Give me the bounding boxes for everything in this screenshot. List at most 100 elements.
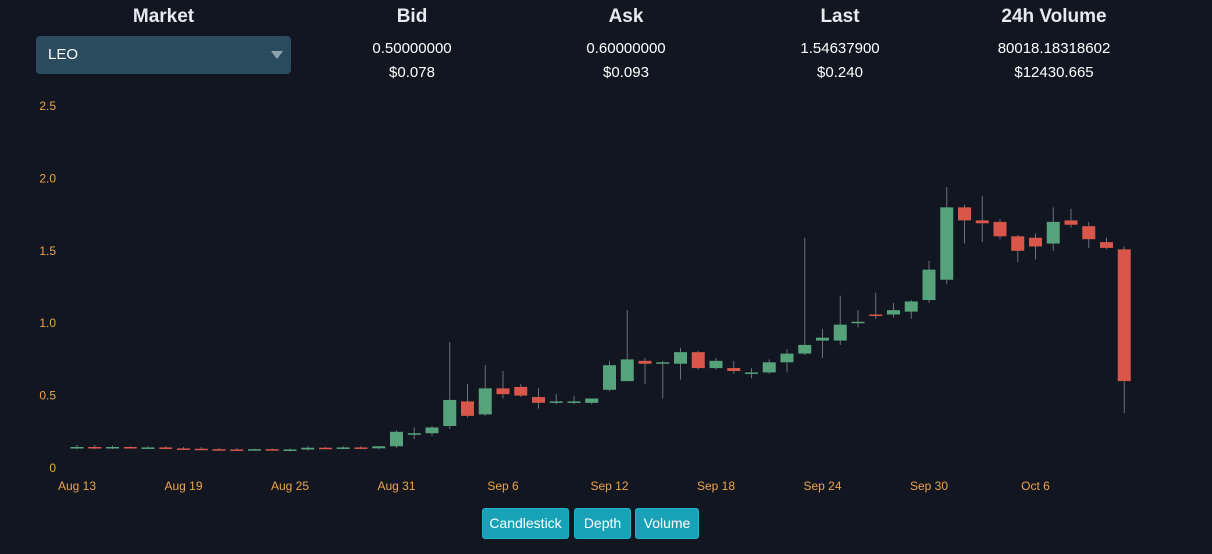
bid-value: 0.50000000 <box>372 40 452 57</box>
y-axis: 0 0.5 1.0 1.5 2.0 2.5 <box>39 99 56 475</box>
candle-body <box>123 447 137 449</box>
candlestick-chart[interactable]: 0 0.5 1.0 1.5 2.0 2.5 Aug 13 Aug 19 Aug 25 Aug 3… <box>0 90 1212 500</box>
candle-body <box>567 401 581 403</box>
candle <box>70 444 84 450</box>
candle <box>727 360 741 374</box>
candle-body <box>887 310 900 315</box>
x-tick-label: Sep 24 <box>803 479 841 493</box>
volume-header: 24h Volume <box>1001 6 1107 27</box>
candle-body <box>1082 226 1096 240</box>
candle <box>354 446 368 450</box>
candle-body <box>940 207 954 280</box>
candle <box>993 218 1007 240</box>
candle-body <box>727 368 741 371</box>
ask-usd-value: $0.093 <box>603 64 649 81</box>
candle <box>656 360 670 399</box>
candle <box>674 347 687 380</box>
candle <box>762 359 776 374</box>
volume-usd-value: $12430.665 <box>1014 64 1094 81</box>
candle-body <box>638 360 652 364</box>
candle-body <box>745 372 758 374</box>
caret-down-icon <box>271 51 283 59</box>
candle <box>194 447 208 451</box>
candlestick-button[interactable]: Candlestick <box>482 508 569 539</box>
candle-body <box>194 448 208 451</box>
candle <box>248 448 261 451</box>
candle <box>887 302 900 318</box>
candle-body <box>656 362 670 364</box>
candle-body <box>301 447 315 450</box>
candle <box>336 446 350 450</box>
candle-body <box>88 447 102 449</box>
y-tick-label: 1.5 <box>39 244 56 258</box>
candle-body <box>993 221 1007 237</box>
y-tick-label: 0 <box>49 461 56 475</box>
candle <box>88 444 102 450</box>
candle <box>496 370 510 399</box>
candle-body <box>585 398 599 403</box>
candle-body <box>372 446 386 449</box>
y-tick-label: 2.0 <box>39 171 56 185</box>
candle <box>141 446 155 449</box>
candle-body <box>390 431 403 447</box>
candle <box>1011 234 1025 263</box>
candle <box>798 237 812 356</box>
x-tick-label: Sep 12 <box>590 479 628 493</box>
x-axis: Aug 13 Aug 19 Aug 25 Aug 31 Sep 6 Sep 12 Sep 1… <box>58 479 1050 493</box>
volume-value: 80018.18318602 <box>997 40 1111 57</box>
x-tick-label: Aug 25 <box>271 479 309 493</box>
candle <box>851 310 865 328</box>
candle-body <box>212 449 226 451</box>
candle <box>514 384 528 398</box>
candle-body <box>780 353 794 363</box>
candle <box>940 187 954 285</box>
candle <box>816 328 829 358</box>
depth-button[interactable]: Depth <box>574 508 631 539</box>
candle-body <box>514 386 528 396</box>
candle-body <box>603 365 616 390</box>
candle-body <box>869 314 883 317</box>
volume-button[interactable]: Volume <box>635 508 699 539</box>
y-tick-label: 0.5 <box>39 389 56 403</box>
candle-body <box>336 447 350 449</box>
candle-body <box>70 447 84 449</box>
bid-usd-value: $0.078 <box>389 64 435 81</box>
candle <box>975 195 989 243</box>
candle <box>159 446 173 450</box>
candle <box>177 447 190 450</box>
candle <box>443 342 457 429</box>
market-select[interactable]: LEO <box>36 36 291 74</box>
candle-body <box>922 269 936 301</box>
candle-body <box>1011 236 1025 251</box>
candle-body <box>1046 221 1060 244</box>
candle <box>301 446 315 451</box>
candle-body <box>816 337 829 341</box>
ask-header: Ask <box>608 6 644 27</box>
candle <box>603 360 616 392</box>
x-tick-label: Sep 6 <box>487 479 519 493</box>
last-header: Last <box>820 6 860 27</box>
candle-body <box>762 362 776 373</box>
candle <box>390 430 403 448</box>
candle-body <box>549 401 563 403</box>
last-usd-value: $0.240 <box>817 64 863 81</box>
candle-body <box>283 449 297 451</box>
candle <box>478 365 492 416</box>
candle <box>745 368 758 379</box>
candles-group <box>70 187 1131 452</box>
candle <box>869 292 883 319</box>
candle-body <box>461 401 474 416</box>
y-tick-label: 2.5 <box>39 99 56 113</box>
candle-body <box>177 448 190 450</box>
candle-body <box>709 360 723 369</box>
candle <box>1029 233 1042 260</box>
candle-body <box>159 447 173 449</box>
candle-body <box>1064 220 1078 225</box>
candle <box>1100 237 1113 250</box>
candle <box>620 310 634 382</box>
candle-body <box>443 399 457 427</box>
candle <box>1046 207 1060 251</box>
candle <box>106 445 119 450</box>
x-tick-label: Aug 31 <box>377 479 415 493</box>
last-value: 1.54637900 <box>800 40 880 57</box>
